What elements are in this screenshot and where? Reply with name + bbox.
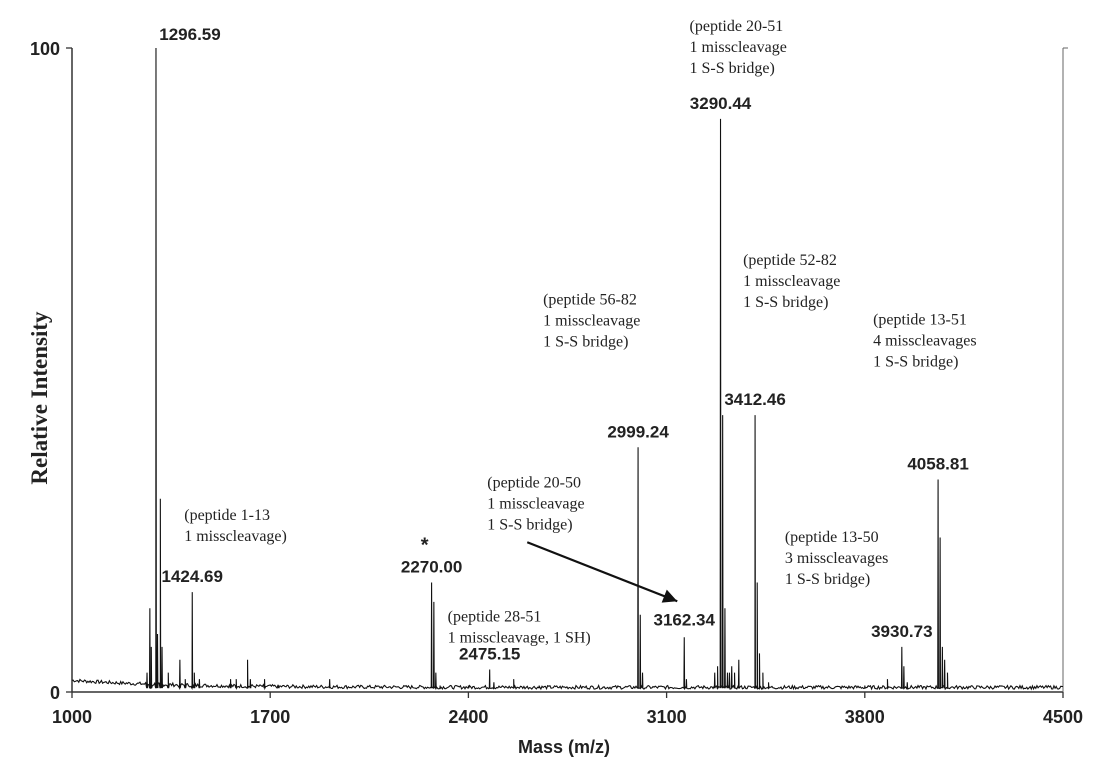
- spectrum-trace-group: [71, 47, 1064, 691]
- peptide-annotation: (peptide 13-50 3 misscleavages 1 S-S bridg…: [785, 529, 889, 588]
- spectrum-trace: [71, 47, 1064, 691]
- annotation-line: 1 misscleavage: [487, 495, 584, 512]
- x-tick-label: 3100: [647, 707, 687, 727]
- annotation-line: 4 misscleavages: [873, 332, 977, 349]
- peak-label: 2270.00: [401, 558, 462, 577]
- x-tick-label: 1700: [250, 707, 290, 727]
- annotation-line: 1 misscleavage: [690, 39, 787, 56]
- annotation-line: 1 misscleavage): [184, 528, 287, 545]
- annotation-line: (peptide 20-51: [690, 18, 784, 35]
- x-tick-label: 1000: [52, 707, 92, 727]
- peak-label: 1296.59: [159, 25, 220, 44]
- axes: 1000 1700 2400 3100 3800 4500 0 100: [30, 39, 1083, 727]
- peptide-annotation: (peptide 28-51 1 misscleavage, 1 SH): [448, 608, 591, 646]
- peak-label: 1424.69: [162, 567, 223, 586]
- peptide-annotation: (peptide 20-50 1 misscleavage 1 S-S bridge…: [487, 474, 584, 533]
- annotation-line: 1 S-S bridge): [785, 571, 870, 588]
- annotation-line: (peptide 13-50: [785, 529, 879, 546]
- annotation-line: 1 misscleavage: [543, 312, 640, 329]
- annotations-group: (peptide 1-12)(peptide 1-131 misscleavag…: [184, 18, 977, 647]
- annotation-line: 1 S-S bridge): [487, 516, 572, 533]
- peak-label: 2999.24: [607, 422, 669, 441]
- peak-labels-group: 1296.59 1424.69 2270.00 2475.15 2999.24 3162.…: [159, 25, 969, 663]
- x-tick-label: 4500: [1043, 707, 1083, 727]
- annotation-line: (peptide 56-82: [543, 291, 637, 308]
- peak-label: 3290.44: [690, 94, 752, 113]
- annotation-line: (peptide 28-51: [448, 608, 542, 625]
- y-tick-label: 0: [50, 683, 60, 703]
- annotation-line: 3 misscleavages: [785, 550, 889, 567]
- annotation-line: 1 S-S bridge): [743, 294, 828, 311]
- x-tick-label: 2400: [448, 707, 488, 727]
- peptide-annotation: (peptide 1-13 1 misscleavage): [184, 507, 287, 545]
- star-marker: *: [421, 535, 429, 557]
- peptide-annotation: (peptide 20-51 1 misscleavage 1 S-S bridge…: [690, 18, 787, 77]
- peak-label: 4058.81: [907, 454, 968, 473]
- peak-label: 3162.34: [654, 610, 716, 629]
- annotation-line: (peptide 20-50: [487, 474, 581, 491]
- peak-label: 2475.15: [459, 644, 520, 663]
- annotation-line: (peptide 13-51: [873, 311, 967, 328]
- annotation-line: (peptide 52-82: [743, 252, 837, 269]
- annotation-line: 1 misscleavage: [743, 273, 840, 290]
- x-axis-title: Mass (m/z): [518, 737, 610, 757]
- annotation-line: 1 S-S bridge): [543, 333, 628, 350]
- annotation-line: 1 S-S bridge): [690, 60, 775, 77]
- peptide-annotation: (peptide 52-82 1 misscleavage 1 S-S bridge…: [743, 252, 840, 311]
- arrow-head: [661, 589, 678, 603]
- annotation-line: 1 S-S bridge): [873, 353, 958, 370]
- peptide-annotation: (peptide 13-51 4 misscleavages 1 S-S bridg…: [873, 311, 977, 370]
- annotation-line: 1 misscleavage, 1 SH): [448, 629, 591, 646]
- x-tick-label: 3800: [845, 707, 885, 727]
- y-tick-label: 100: [30, 39, 60, 59]
- annotation-line: (peptide 1-13: [184, 507, 270, 524]
- peak-label: 3930.73: [871, 622, 932, 641]
- peak-label: 3412.46: [724, 390, 785, 409]
- arrow-shaft: [526, 541, 678, 603]
- y-axis-title: Relative Intensity: [27, 311, 52, 485]
- peptide-annotation: (peptide 56-82 1 misscleavage 1 S-S bridge…: [543, 291, 640, 350]
